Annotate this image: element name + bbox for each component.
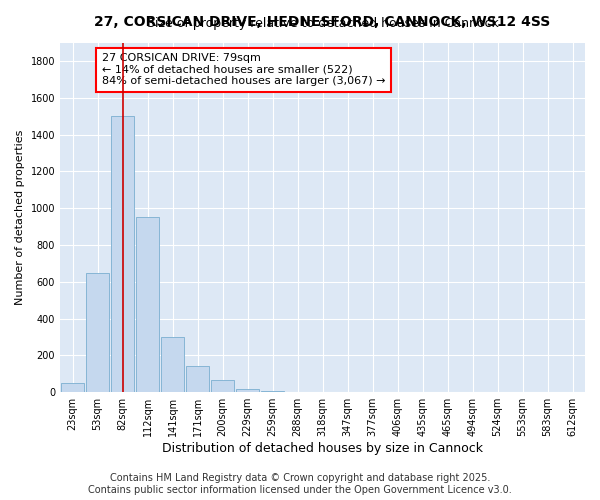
- Text: Size of property relative to detached houses in Cannock: Size of property relative to detached ho…: [146, 18, 499, 30]
- Bar: [161, 337, 184, 392]
- Bar: [186, 366, 209, 392]
- Bar: [211, 380, 234, 392]
- X-axis label: Distribution of detached houses by size in Cannock: Distribution of detached houses by size …: [162, 442, 483, 455]
- Text: 27 CORSICAN DRIVE: 79sqm
← 14% of detached houses are smaller (522)
84% of semi-: 27 CORSICAN DRIVE: 79sqm ← 14% of detach…: [102, 53, 386, 86]
- Bar: [61, 383, 84, 392]
- Bar: [236, 388, 259, 392]
- Bar: [136, 218, 159, 392]
- Title: 27, CORSICAN DRIVE, HEDNESFORD, CANNOCK, WS12 4SS: 27, CORSICAN DRIVE, HEDNESFORD, CANNOCK,…: [94, 15, 551, 29]
- Bar: [111, 116, 134, 392]
- Bar: [86, 272, 109, 392]
- Y-axis label: Number of detached properties: Number of detached properties: [15, 130, 25, 305]
- Text: Contains HM Land Registry data © Crown copyright and database right 2025.
Contai: Contains HM Land Registry data © Crown c…: [88, 474, 512, 495]
